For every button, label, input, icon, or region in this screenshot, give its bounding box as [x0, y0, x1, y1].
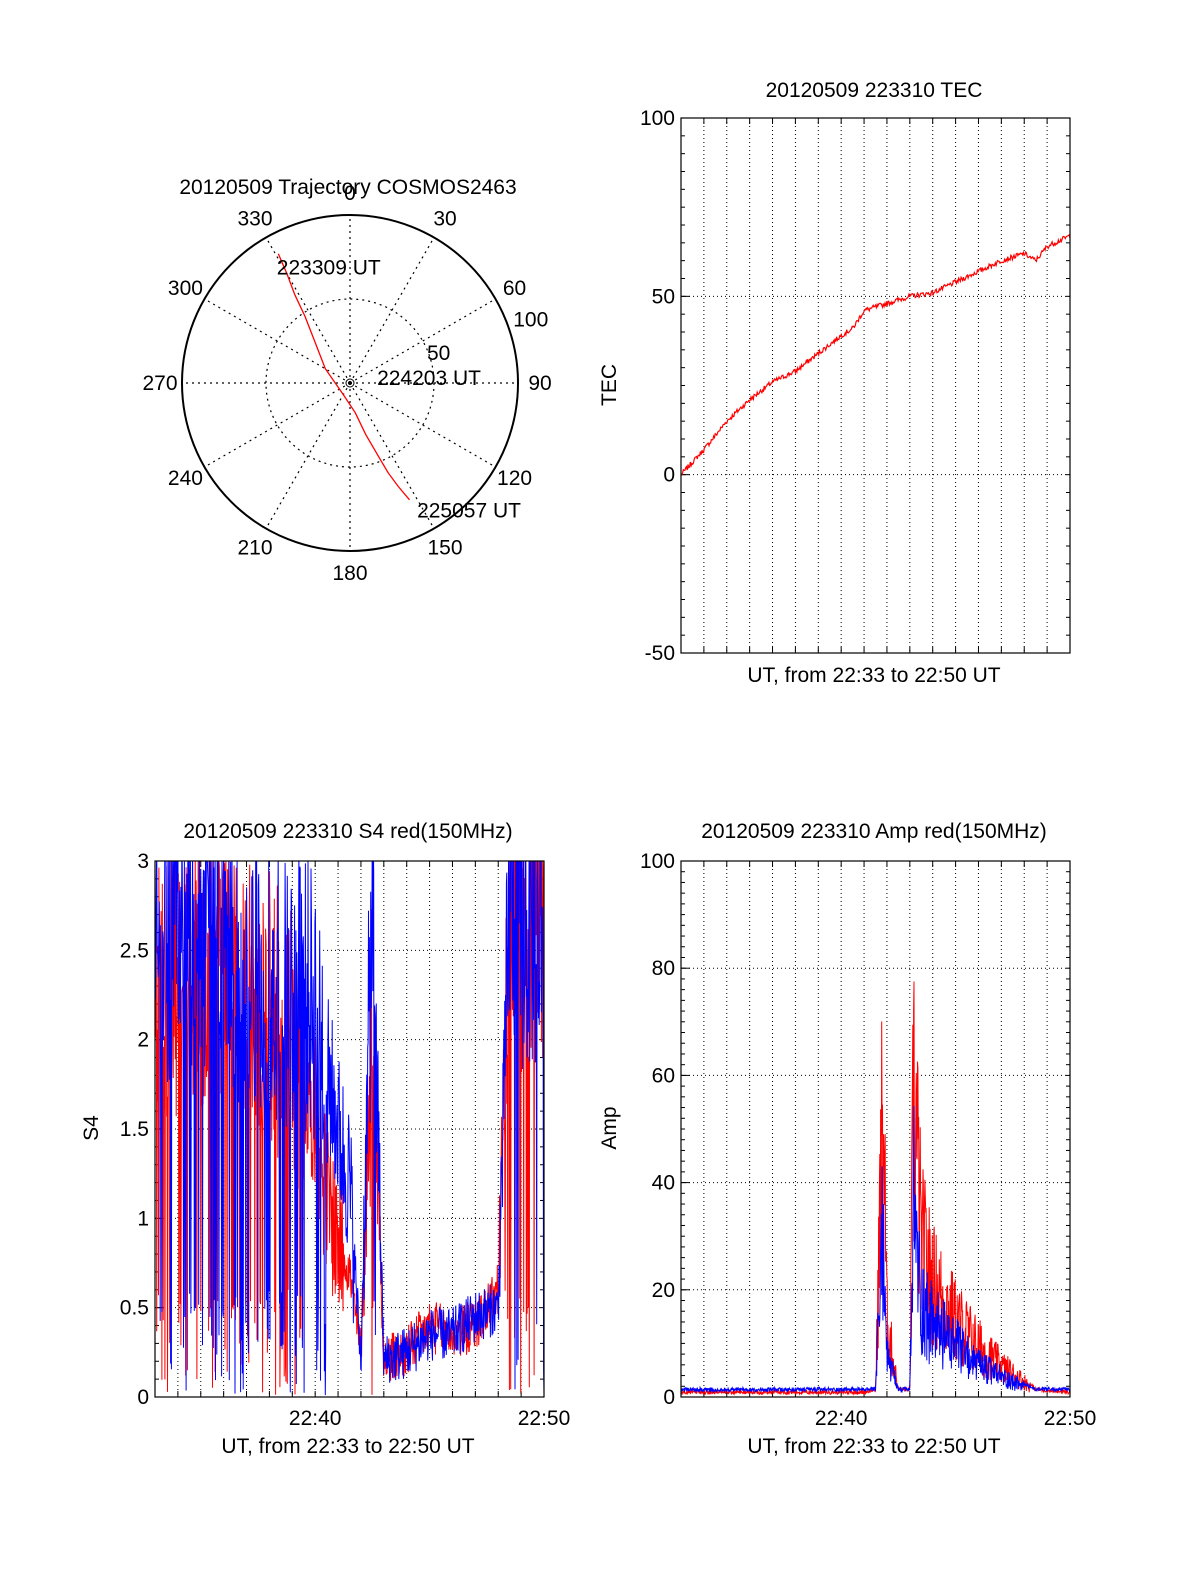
- y-tick-label: 3: [137, 850, 149, 873]
- s4-title: 20120509 223310 S4 red(150MHz): [183, 820, 512, 843]
- y-tick-label: 80: [652, 957, 675, 980]
- y-tick-labels: 0 0.5 1 1.5 2 2.5 3: [120, 850, 149, 1409]
- s4-chart: 20120509 223310 S4 red(150MHz) UT, from …: [80, 820, 570, 1458]
- y-tick-label: 100: [640, 850, 675, 873]
- polar-angle-label: 90: [528, 372, 551, 395]
- polar-angle-label: 330: [237, 207, 272, 230]
- polar-radius-label: 50: [427, 342, 450, 365]
- polar-center: [345, 378, 355, 388]
- polar-spoke: [349, 382, 496, 468]
- s4-y-label: S4: [80, 1115, 103, 1141]
- y-tick-label: 1: [137, 1207, 149, 1230]
- y-tick-label: -50: [645, 642, 675, 665]
- x-tick-labels: 22:40 22:50: [815, 1407, 1096, 1430]
- polar-angle-label: 120: [497, 467, 532, 490]
- x-tick-label: 22:50: [518, 1407, 571, 1430]
- polar-spoke: [204, 382, 351, 468]
- amp-x-label: UT, from 22:33 to 22:50 UT: [747, 1435, 1000, 1458]
- polar-angle-label: 180: [332, 562, 367, 585]
- amp-title: 20120509 223310 Amp red(150MHz): [701, 820, 1047, 843]
- y-tick-label: 0.5: [120, 1297, 149, 1320]
- series-group: [155, 861, 544, 1396]
- grid-lines: [680, 118, 1070, 653]
- polar-grid: [181, 214, 519, 552]
- series-line: [155, 861, 544, 1396]
- series-line: [681, 233, 1070, 476]
- y-tick-label: 0: [663, 1386, 675, 1409]
- trajectory-time-label: 223309 UT: [277, 257, 381, 280]
- series-group: [681, 233, 1070, 476]
- x-tick-labels: 22:40 22:50: [289, 1407, 570, 1430]
- polar-spoke: [265, 237, 351, 384]
- x-tick-label: 22:40: [289, 1407, 342, 1430]
- polar-angle-labels: 0 30 60 90 120 150 180 210 240 270 300 330: [142, 182, 551, 585]
- polar-angle-label: 240: [168, 467, 203, 490]
- plot-frame: [680, 117, 1071, 654]
- s4-x-label: UT, from 22:33 to 22:50 UT: [221, 1435, 474, 1458]
- y-tick-label: 2: [137, 1029, 149, 1052]
- x-tick-label: 22:50: [1044, 1407, 1097, 1430]
- y-tick-label: 0: [663, 464, 675, 487]
- polar-spoke: [349, 237, 435, 384]
- polar-angle-label: 300: [168, 277, 203, 300]
- y-tick-label: 1.5: [120, 1118, 149, 1141]
- x-tick-label: 22:40: [815, 1407, 868, 1430]
- y-tick-labels: -50 0 50 100: [640, 107, 675, 665]
- polar-angle-label: 210: [237, 537, 272, 560]
- plot-frame: [680, 860, 1071, 1398]
- axis-ticks: [680, 860, 1071, 1398]
- polar-spoke: [204, 298, 351, 384]
- y-tick-label: 100: [640, 107, 675, 130]
- polar-spoke: [265, 382, 351, 529]
- tec-y-label: TEC: [598, 364, 621, 406]
- y-tick-label: 20: [652, 1279, 675, 1302]
- polar-angle-label: 150: [427, 537, 462, 560]
- amp-y-label: Amp: [598, 1106, 621, 1149]
- tec-x-label: UT, from 22:33 to 22:50 UT: [747, 664, 1000, 687]
- axis-ticks: [680, 117, 1071, 654]
- tec-chart: 20120509 223310 TEC UT, from 22:33 to 22…: [598, 79, 1071, 687]
- y-tick-label: 50: [652, 285, 675, 308]
- y-tick-label: 0: [137, 1386, 149, 1409]
- polar-angle-label: 30: [433, 207, 456, 230]
- polar-angle-label: 60: [503, 277, 526, 300]
- polar-outer-circle: [181, 214, 519, 552]
- grid-lines: [680, 861, 1070, 1397]
- polar-spoke: [349, 382, 435, 529]
- y-tick-label: 60: [652, 1064, 675, 1087]
- polar-series: [277, 253, 410, 501]
- polar-radius-labels: 50 100: [427, 308, 548, 365]
- series-group: [681, 981, 1070, 1396]
- series-line: [155, 861, 544, 1395]
- tec-title: 20120509 223310 TEC: [766, 79, 983, 102]
- trajectory-polar-plot: 20120509 Trajectory COSMOS2463 0 30 60 90 12…: [142, 176, 551, 585]
- polar-radius-label: 100: [513, 308, 548, 331]
- trajectory-time-label: 224203 UT: [377, 367, 481, 390]
- trajectory-title: 20120509 Trajectory COSMOS2463: [179, 176, 516, 199]
- amp-chart: 20120509 223310 Amp red(150MHz) UT, from…: [598, 820, 1096, 1458]
- plot-frame: [154, 860, 545, 1398]
- trajectory-track: [277, 253, 410, 501]
- y-tick-label: 2.5: [120, 939, 149, 962]
- polar-angle-label: 270: [142, 372, 177, 395]
- polar-angle-label: 0: [344, 182, 356, 205]
- y-tick-label: 40: [652, 1172, 675, 1195]
- y-tick-labels: 0 20 40 60 80 100: [640, 850, 675, 1409]
- series-line: [681, 1105, 1070, 1394]
- trajectory-time-label: 225057 UT: [417, 500, 521, 523]
- polar-spoke: [349, 298, 496, 384]
- polar-annotations: 223309 UT 224203 UT 225057 UT: [277, 257, 521, 523]
- series-line: [681, 981, 1070, 1396]
